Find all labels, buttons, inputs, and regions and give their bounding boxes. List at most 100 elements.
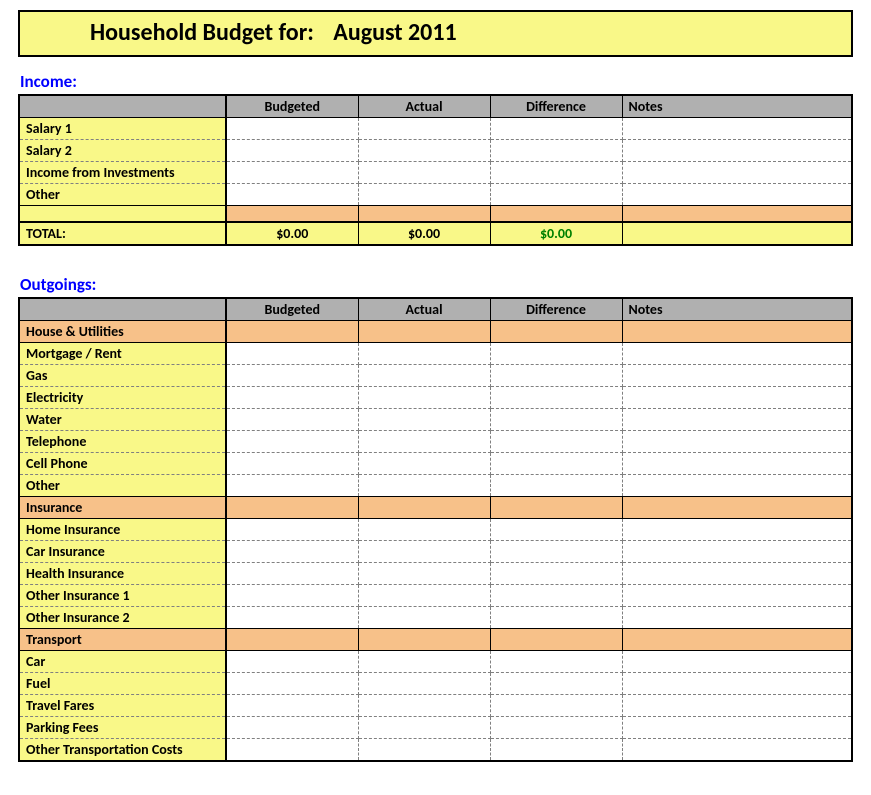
notes-cell[interactable]	[622, 562, 852, 584]
actual-cell[interactable]	[358, 162, 490, 184]
column-header-row: BudgetedActualDifferenceNotes	[19, 95, 852, 118]
budgeted-cell[interactable]	[226, 738, 358, 761]
category-row: House & Utilities	[19, 320, 852, 342]
actual-cell[interactable]	[358, 118, 490, 140]
budgeted-cell[interactable]	[226, 386, 358, 408]
total-label: TOTAL:	[19, 222, 226, 245]
notes-cell[interactable]	[622, 518, 852, 540]
notes-cell[interactable]	[622, 738, 852, 761]
row-label: Other	[19, 184, 226, 206]
budgeted-cell[interactable]	[226, 118, 358, 140]
notes-cell[interactable]	[622, 162, 852, 184]
actual-cell[interactable]	[358, 738, 490, 761]
notes-cell[interactable]	[622, 606, 852, 628]
notes-cell[interactable]	[622, 540, 852, 562]
category-row: Transport	[19, 628, 852, 650]
notes-cell[interactable]	[622, 118, 852, 140]
row-label: Salary 1	[19, 118, 226, 140]
header-budgeted: Budgeted	[226, 95, 358, 118]
table-row: Other Transportation Costs	[19, 738, 852, 761]
notes-cell[interactable]	[622, 342, 852, 364]
budgeted-cell[interactable]	[226, 518, 358, 540]
budgeted-cell[interactable]	[226, 650, 358, 672]
difference-cell	[490, 606, 622, 628]
notes-cell[interactable]	[622, 584, 852, 606]
budgeted-cell[interactable]	[226, 140, 358, 162]
budgeted-cell[interactable]	[226, 162, 358, 184]
budgeted-cell[interactable]	[226, 364, 358, 386]
actual-cell[interactable]	[358, 672, 490, 694]
actual-cell[interactable]	[358, 584, 490, 606]
actual-cell[interactable]	[358, 716, 490, 738]
table-row: Car	[19, 650, 852, 672]
budgeted-cell[interactable]	[226, 342, 358, 364]
row-label: Health Insurance	[19, 562, 226, 584]
row-label: Car Insurance	[19, 540, 226, 562]
budgeted-cell[interactable]	[226, 474, 358, 496]
header-blank	[19, 298, 226, 321]
notes-cell[interactable]	[622, 140, 852, 162]
budgeted-cell[interactable]	[226, 694, 358, 716]
difference-cell	[490, 562, 622, 584]
budgeted-cell[interactable]	[226, 584, 358, 606]
difference-cell	[490, 694, 622, 716]
row-label: Gas	[19, 364, 226, 386]
difference-cell	[490, 452, 622, 474]
notes-cell[interactable]	[622, 474, 852, 496]
row-label: Cell Phone	[19, 452, 226, 474]
budgeted-cell[interactable]	[226, 430, 358, 452]
budgeted-cell[interactable]	[226, 716, 358, 738]
notes-cell[interactable]	[622, 408, 852, 430]
actual-cell[interactable]	[358, 430, 490, 452]
row-label: Telephone	[19, 430, 226, 452]
actual-cell[interactable]	[358, 386, 490, 408]
notes-cell[interactable]	[622, 386, 852, 408]
budgeted-cell[interactable]	[226, 408, 358, 430]
difference-cell	[490, 672, 622, 694]
difference-cell	[490, 738, 622, 761]
budgeted-cell[interactable]	[226, 184, 358, 206]
budgeted-cell[interactable]	[226, 606, 358, 628]
actual-cell[interactable]	[358, 140, 490, 162]
actual-cell[interactable]	[358, 650, 490, 672]
category-budgeted	[226, 496, 358, 518]
table-row: Cell Phone	[19, 452, 852, 474]
table-row: Gas	[19, 364, 852, 386]
table-row: Salary 2	[19, 140, 852, 162]
notes-cell[interactable]	[622, 650, 852, 672]
actual-cell[interactable]	[358, 452, 490, 474]
actual-cell[interactable]	[358, 184, 490, 206]
header-difference: Difference	[490, 95, 622, 118]
budgeted-cell[interactable]	[226, 452, 358, 474]
notes-cell[interactable]	[622, 364, 852, 386]
notes-cell[interactable]	[622, 694, 852, 716]
spacer-cell	[490, 206, 622, 222]
notes-cell[interactable]	[622, 716, 852, 738]
spacer-cell	[226, 206, 358, 222]
budgeted-cell[interactable]	[226, 562, 358, 584]
actual-cell[interactable]	[358, 540, 490, 562]
actual-cell[interactable]	[358, 408, 490, 430]
table-row: Mortgage / Rent	[19, 342, 852, 364]
notes-cell[interactable]	[622, 452, 852, 474]
actual-cell[interactable]	[358, 518, 490, 540]
budgeted-cell[interactable]	[226, 540, 358, 562]
row-label: Fuel	[19, 672, 226, 694]
notes-cell[interactable]	[622, 672, 852, 694]
income-table: BudgetedActualDifferenceNotesSalary 1Sal…	[18, 94, 853, 246]
row-label: Other	[19, 474, 226, 496]
notes-cell[interactable]	[622, 430, 852, 452]
actual-cell[interactable]	[358, 342, 490, 364]
actual-cell[interactable]	[358, 364, 490, 386]
budgeted-cell[interactable]	[226, 672, 358, 694]
actual-cell[interactable]	[358, 694, 490, 716]
actual-cell[interactable]	[358, 474, 490, 496]
actual-cell[interactable]	[358, 562, 490, 584]
outgoings-table: BudgetedActualDifferenceNotesHouse & Uti…	[18, 297, 853, 762]
difference-cell	[490, 386, 622, 408]
category-actual	[358, 628, 490, 650]
table-row: Fuel	[19, 672, 852, 694]
actual-cell[interactable]	[358, 606, 490, 628]
title-bar: Household Budget for: August 2011	[18, 10, 853, 57]
notes-cell[interactable]	[622, 184, 852, 206]
